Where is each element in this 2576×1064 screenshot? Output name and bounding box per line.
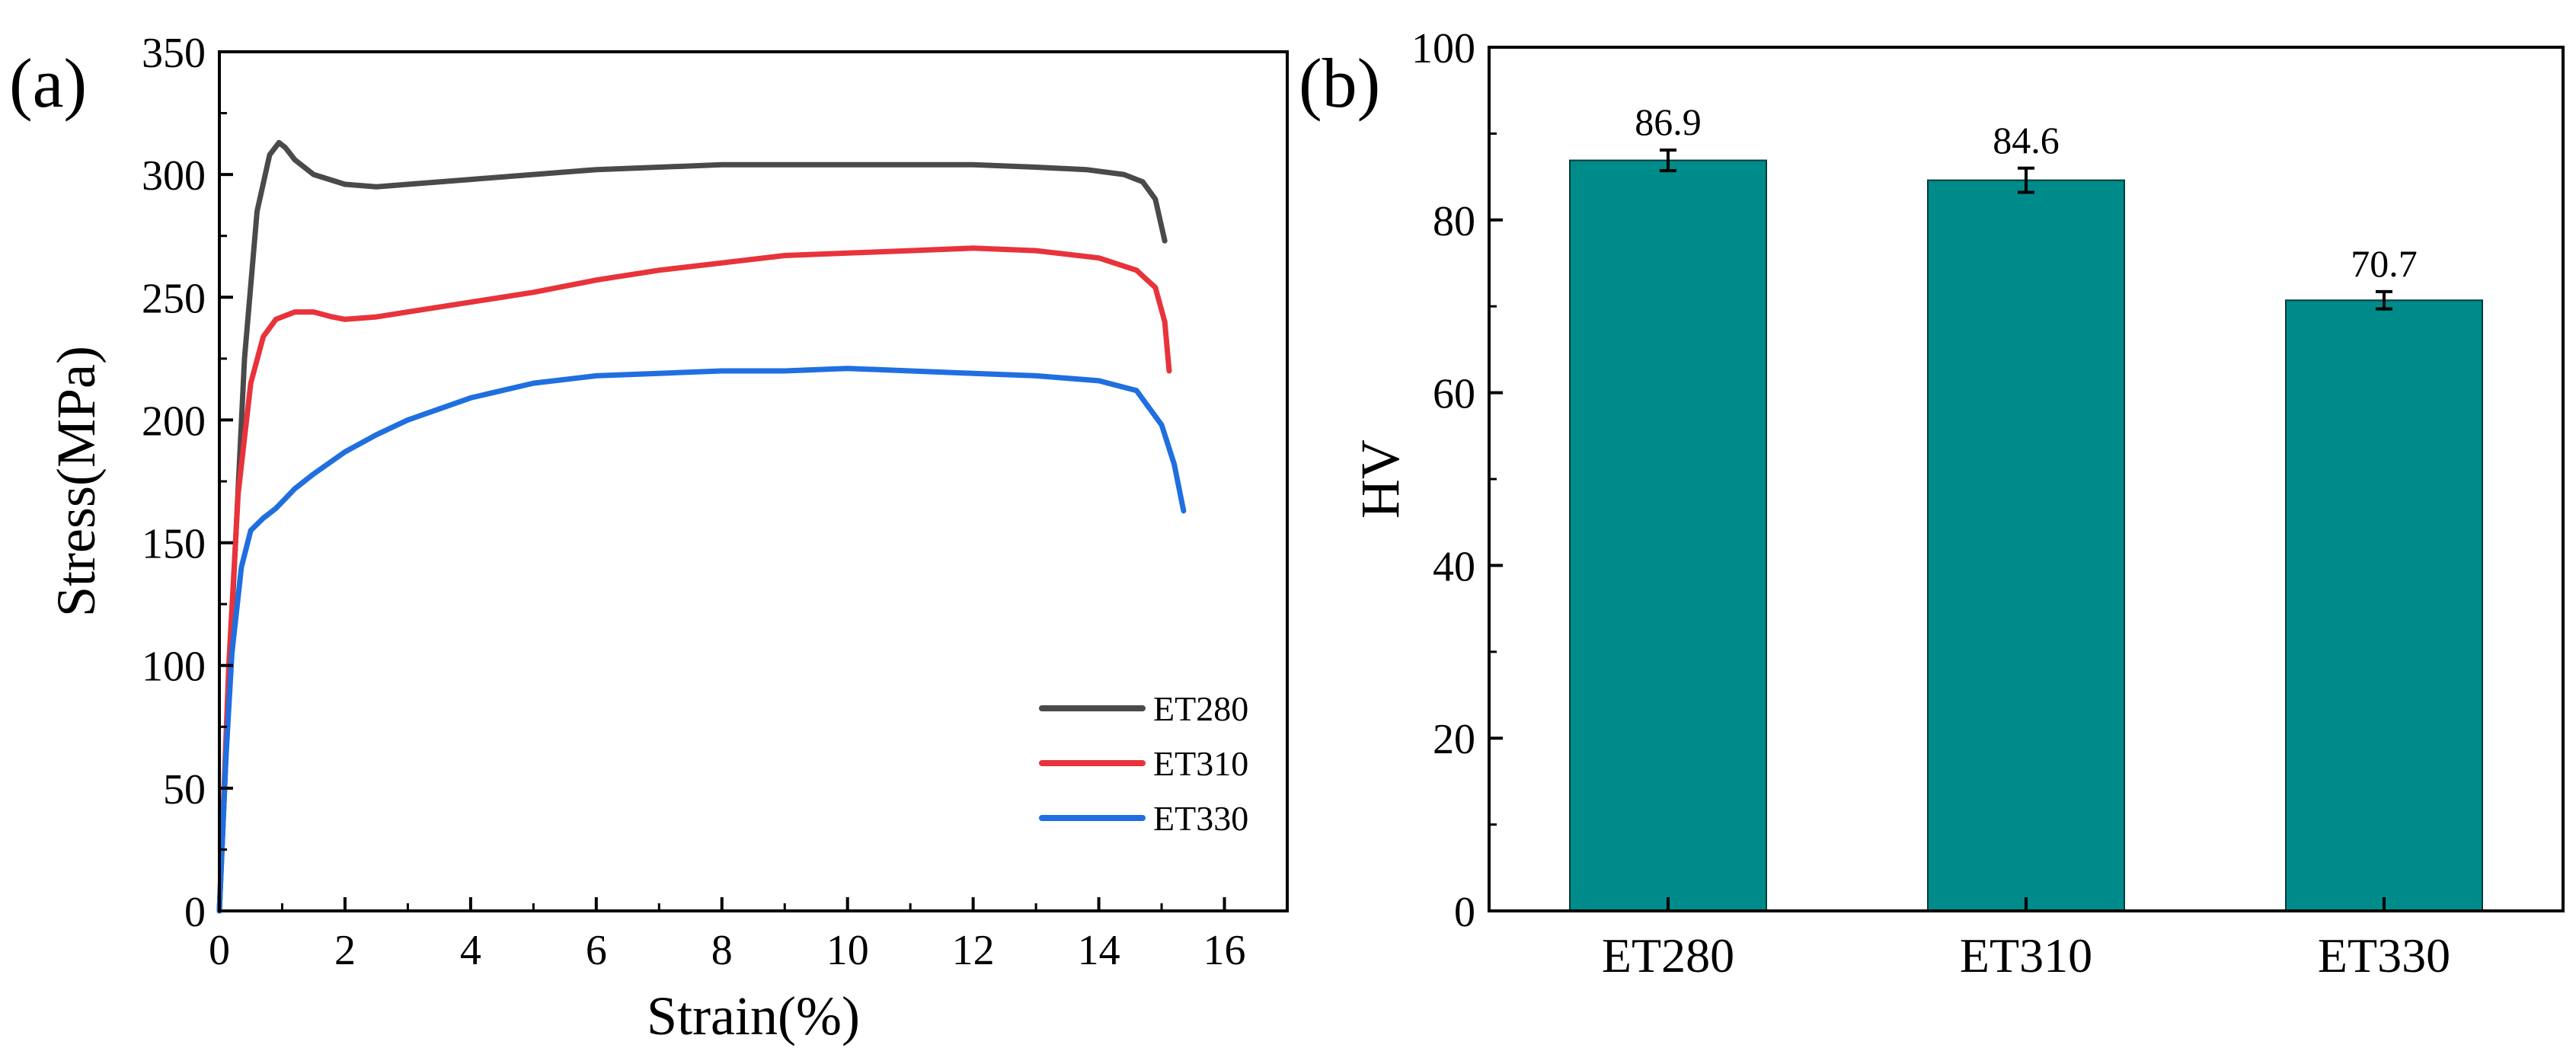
y-tick-label: 300: [142, 152, 206, 200]
y-tick-label: 250: [142, 275, 206, 322]
hardness-bars-group: 86.9 ET280 84.6 ET310 70.7 ET330: [1569, 101, 2483, 983]
tensile-axis-ticks: 0 2 4 6 8 10 12 14 16 0 50 100 150 200 250 300 350: [142, 30, 1246, 974]
category-label-et330: ET330: [2318, 928, 2450, 983]
x-tick-label: 4: [460, 927, 481, 974]
bar-value-label-et310: 84.6: [1993, 119, 2060, 161]
y-tick-label: 0: [1454, 889, 1475, 936]
legend-label-et310: ET310: [1153, 744, 1248, 783]
hardness-chart-panel: (b) 86.9 ET280 84.6 ET310 70.7 ET330 0 20 40 60 8…: [1299, 25, 2565, 983]
y-tick-label: 200: [142, 398, 206, 445]
x-tick-label: 12: [952, 927, 995, 974]
y-tick-label: 350: [142, 30, 206, 77]
bar-et280: [1569, 159, 1767, 912]
y-tick-label: 40: [1433, 543, 1475, 590]
x-tick-label: 14: [1078, 927, 1120, 974]
category-label-et280: ET280: [1602, 928, 1734, 983]
x-tick-label: 10: [826, 927, 869, 974]
panel-label-a: (a): [9, 44, 87, 122]
legend-label-et280: ET280: [1153, 689, 1248, 728]
tensile-x-axis-title: Strain(%): [647, 986, 860, 1046]
panel-label-b: (b): [1299, 44, 1380, 122]
y-tick-label: 0: [184, 889, 206, 936]
bar-value-label-et330: 70.7: [2351, 242, 2418, 285]
bar-et310: [1927, 179, 2125, 912]
bar-et330: [2285, 299, 2483, 912]
series-line-et310: [216, 245, 1172, 914]
legend-label-et330: ET330: [1153, 799, 1248, 838]
hardness-y-axis-title: HV: [1350, 439, 1411, 519]
x-tick-label: 8: [711, 927, 733, 974]
y-tick-label: 100: [1411, 25, 1475, 72]
y-tick-label: 50: [163, 766, 206, 813]
series-line-et280: [216, 139, 1168, 914]
y-tick-label: 100: [142, 644, 206, 691]
y-tick-label: 60: [1433, 371, 1475, 418]
category-label-et310: ET310: [1960, 928, 2092, 983]
tensile-plot-frame: [218, 50, 1289, 912]
bar-value-label-et280: 86.9: [1635, 101, 1702, 143]
y-tick-label: 150: [142, 521, 206, 568]
hardness-axis-ticks: 0 20 40 60 80 100: [1411, 25, 1503, 936]
tensile-chart-panel: (a) 0 2 4 6 8 10 12 14 16 0 50 100 150 200 250 300 350 S…: [9, 30, 1289, 1046]
tensile-legend: ET280 ET310 ET330: [1039, 689, 1248, 838]
x-tick-label: 6: [586, 927, 607, 974]
y-tick-label: 20: [1433, 716, 1475, 763]
series-line-et330: [216, 366, 1187, 914]
y-tick-label: 80: [1433, 198, 1475, 245]
tensile-y-axis-title: Stress(MPa): [46, 346, 107, 617]
x-tick-label: 0: [209, 927, 230, 974]
x-tick-label: 2: [334, 927, 356, 974]
x-tick-label: 16: [1203, 927, 1246, 974]
tensile-series-group: [216, 139, 1187, 914]
